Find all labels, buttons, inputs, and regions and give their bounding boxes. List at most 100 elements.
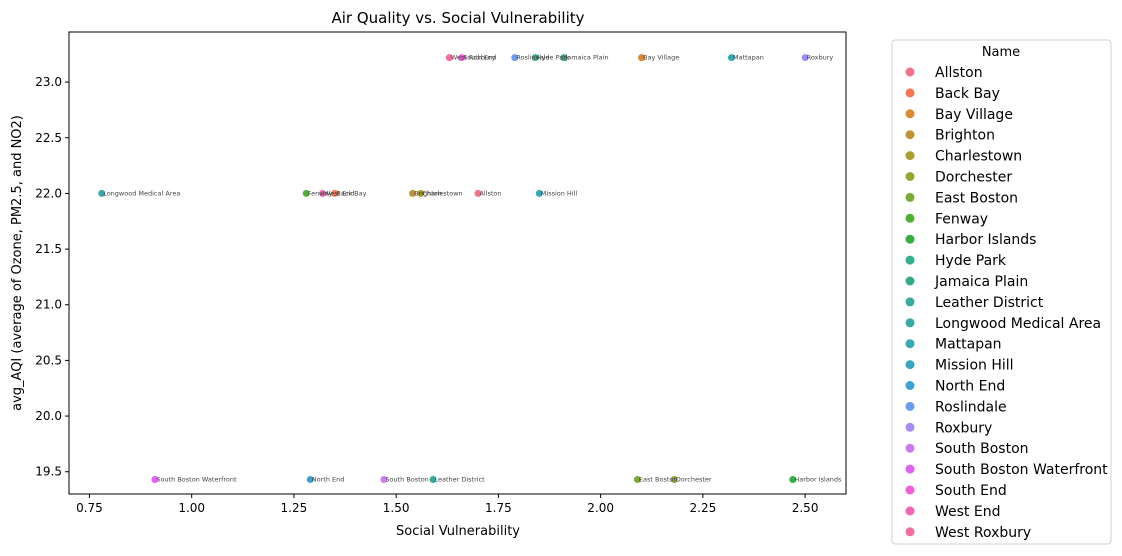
- data-point-label: Fenway: [308, 189, 333, 197]
- legend-marker: [905, 506, 915, 516]
- data-point-fenway: [302, 189, 311, 198]
- data-point-bay-village: [637, 53, 646, 62]
- legend-marker: [905, 318, 915, 328]
- data-point-hyde-park: [531, 53, 540, 62]
- y-tick-label: 20.0: [35, 409, 62, 423]
- legend-label: Mission Hill: [935, 358, 1014, 374]
- y-tick-label: 21.0: [35, 298, 62, 312]
- legend-label: South End: [935, 483, 1007, 499]
- data-point-label: South Boston: [385, 476, 428, 484]
- data-point-roxbury: [801, 53, 810, 62]
- data-point-label: South End: [463, 54, 496, 62]
- chart-title: Air Quality vs. Social Vulnerability: [332, 9, 585, 27]
- data-point-back-bay: [330, 189, 339, 198]
- data-point-label: South Boston Waterfront: [156, 476, 237, 484]
- legend-marker: [905, 381, 915, 390]
- legend-marker: [905, 464, 915, 474]
- legend-marker: [905, 151, 915, 161]
- data-point-east-boston: [633, 475, 642, 484]
- data-point-leather-district: [428, 475, 438, 484]
- data-point-label: Mattapan: [733, 54, 764, 62]
- y-tick-label: 22.5: [35, 131, 62, 145]
- x-tick-label: 1.75: [485, 501, 512, 515]
- legend-marker: [905, 213, 915, 223]
- data-points: [97, 53, 810, 484]
- legend-label: West End: [935, 504, 1000, 520]
- legend-label: Back Bay: [935, 86, 1000, 102]
- data-point-roslindale: [510, 53, 519, 62]
- data-point-label: Jamaica Plain: [564, 54, 608, 62]
- legend-label: Mattapan: [935, 337, 1002, 353]
- legend-marker: [905, 276, 915, 286]
- data-point-label: West End: [324, 189, 354, 197]
- legend-label: Bay Village: [935, 107, 1013, 123]
- data-point-south-boston: [379, 475, 388, 484]
- data-point-harbor-islands: [788, 475, 797, 484]
- legend-label: Fenway: [935, 211, 988, 227]
- x-tick-label: 2.50: [792, 501, 819, 515]
- legend-marker: [905, 443, 915, 453]
- data-point-label: Roxbury: [807, 54, 834, 62]
- data-point-label: Allston: [479, 189, 501, 197]
- x-tick-label: 2.25: [690, 501, 717, 515]
- data-point-label: Harbor Islands: [794, 476, 842, 484]
- legend-marker: [905, 255, 915, 265]
- legend-marker: [905, 172, 915, 181]
- legend-label: Charlestown: [935, 149, 1022, 165]
- legend-title: Name: [982, 45, 1020, 60]
- legend-label: Hyde Park: [935, 253, 1007, 269]
- y-tick-label: 23.0: [35, 75, 62, 89]
- legend-label: Longwood Medical Area: [935, 316, 1101, 332]
- x-axis-ticks: 0.75 1.00 1.25 1.50 1.75 2.00 2.25 2.50: [76, 494, 818, 515]
- y-axis-ticks: 19.5 20.0 20.5 21.0 21.5 22.0 22.5 23.0: [35, 75, 69, 479]
- legend-marker: [905, 401, 915, 411]
- legend-marker: [905, 527, 915, 537]
- legend-marker: [905, 130, 915, 140]
- data-point-label: Charlestown: [422, 189, 462, 197]
- legend-label: South Boston: [935, 441, 1029, 457]
- data-point-label: Longwood Medical Area: [103, 189, 180, 197]
- data-point-label: Back Bay: [336, 189, 366, 197]
- y-tick-label: 19.5: [35, 465, 62, 479]
- x-tick-label: 0.75: [76, 501, 103, 515]
- data-point-charlestown: [416, 189, 425, 198]
- legend-marker: [905, 88, 915, 98]
- legend-marker: [905, 67, 915, 77]
- legend-label: East Boston: [935, 190, 1018, 206]
- legend-label: Roxbury: [935, 420, 992, 436]
- legend-items: Allston Back Bay Bay Village Brighton Charle…: [905, 65, 1108, 541]
- data-point-mission-hill: [535, 189, 544, 198]
- data-point-dorchester: [670, 475, 679, 484]
- x-tick-label: 1.00: [178, 501, 205, 515]
- data-point-brighton: [408, 189, 417, 198]
- legend-marker: [905, 109, 915, 119]
- legend: Name Allston Back Bay Bay Village Brighton C…: [891, 39, 1112, 545]
- legend-marker: [905, 360, 915, 370]
- legend-marker: [905, 422, 915, 432]
- legend-label: Roslindale: [935, 399, 1007, 415]
- data-point-label: Leather District: [434, 476, 485, 484]
- data-point-label: Bay Village: [643, 54, 679, 62]
- data-point-south-end: [457, 53, 466, 62]
- data-point-label: Hyde Park: [537, 54, 570, 62]
- y-tick-label: 21.5: [35, 242, 62, 256]
- legend-label: West Roxbury: [935, 525, 1031, 541]
- x-tick-label: 2.00: [587, 501, 614, 515]
- legend-marker: [905, 234, 915, 244]
- x-tick-label: 1.25: [281, 501, 308, 515]
- data-point-label: West Roxbury: [451, 54, 496, 62]
- x-tick-label: 1.50: [383, 501, 410, 515]
- legend-label: Harbor Islands: [935, 232, 1036, 248]
- legend-label: North End: [935, 379, 1005, 395]
- data-point-south-boston-waterfront: [150, 475, 159, 484]
- data-point-label: Brighton: [414, 189, 442, 197]
- data-point-mattapan: [727, 53, 736, 62]
- data-point-label: North End: [312, 476, 345, 484]
- legend-label: Jamaica Plain: [934, 274, 1028, 290]
- data-point-allston: [473, 189, 483, 198]
- data-point-north-end: [306, 475, 315, 484]
- y-axis-title: avg_AQI (average of Ozone, PM2.5, and NO…: [10, 115, 25, 411]
- x-axis-title: Social Vulnerability: [396, 524, 520, 539]
- legend-marker: [905, 485, 915, 495]
